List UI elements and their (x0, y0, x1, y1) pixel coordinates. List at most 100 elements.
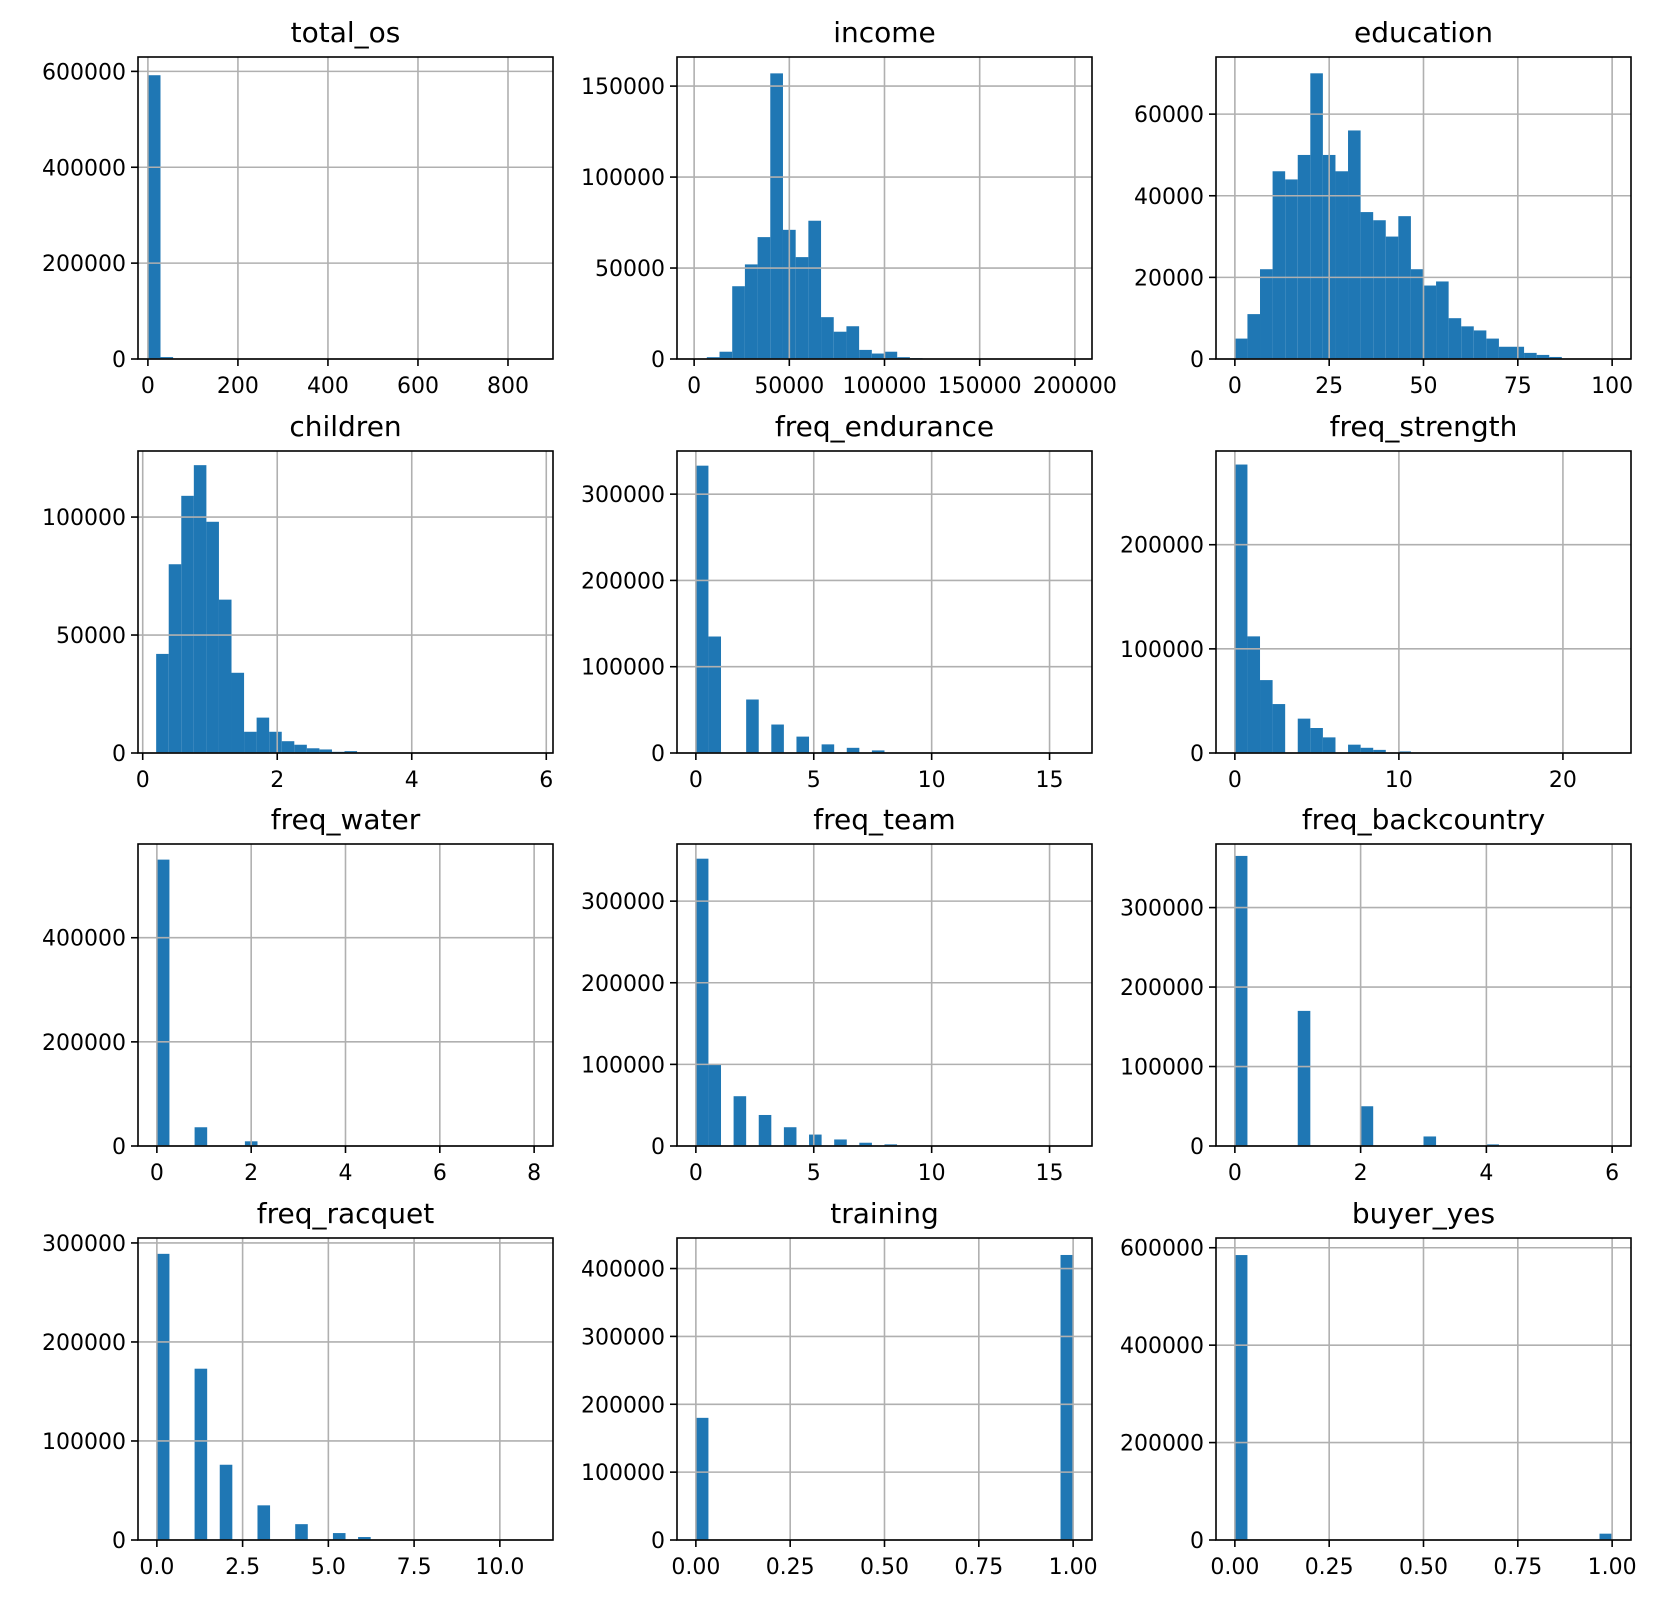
histogram-panel-buyer-yes: 0.00 0.25 0.50 0.75 1.00 0 200000 400000 600000 b… (1120, 1197, 1637, 1580)
y-tick-label: 200000 (42, 1331, 126, 1356)
histogram-bar (231, 672, 245, 753)
histogram-bar (281, 741, 295, 753)
histogram-bar (1297, 718, 1311, 753)
x-tick-label: 2 (1354, 1161, 1368, 1186)
histogram-bar (1524, 352, 1537, 359)
y-tick-label: 50000 (56, 624, 126, 649)
y-tick-label: 200000 (1120, 534, 1204, 559)
histogram-panel-training: 0.00 0.25 0.50 0.75 1.00 0 100000 200000 300000 4… (581, 1197, 1098, 1580)
y-tick-label: 400000 (1120, 1334, 1204, 1359)
histogram-bar (719, 351, 733, 359)
histogram-bar (758, 1114, 772, 1146)
y-tick-label: 200000 (581, 569, 665, 594)
histogram-bar (295, 1524, 308, 1540)
histogram-bar (732, 286, 745, 359)
histogram-bar (833, 331, 847, 359)
y-tick-label: 300000 (581, 890, 665, 915)
axes-frame (137, 56, 554, 360)
x-tick-label: 7.5 (397, 1555, 432, 1580)
y-tick-label: 200000 (581, 1393, 665, 1418)
histogram-bar (1260, 269, 1273, 359)
histogram-bar (269, 731, 282, 753)
histogram-bar (194, 1368, 208, 1540)
histogram-bar (733, 1096, 747, 1146)
histogram-bar (156, 1253, 170, 1540)
y-tick-label: 600000 (42, 60, 126, 85)
x-tick-label: 0 (136, 768, 150, 793)
x-tick-label: 4 (405, 768, 419, 793)
y-tick-label: 400000 (42, 156, 126, 181)
y-tick-label: 200000 (42, 252, 126, 277)
histogram-bar (218, 599, 232, 753)
y-tick-label: 0 (112, 1135, 126, 1160)
histogram-bar (1373, 749, 1386, 753)
x-tick-label: 75 (1504, 374, 1532, 399)
y-tick-label: 100000 (581, 1053, 665, 1078)
histogram-bar (695, 465, 709, 753)
histogram-bar (1247, 314, 1261, 359)
histogram-bar (846, 747, 860, 753)
y-tick-label: 200000 (581, 972, 665, 997)
y-tick-label: 100000 (1120, 638, 1204, 663)
histogram-bar (1234, 855, 1248, 1146)
histogram-bar (708, 636, 722, 753)
y-tick-label: 0 (112, 348, 126, 373)
y-tick-label: 50000 (595, 257, 665, 282)
chart-title: buyer_yes (1352, 1197, 1495, 1230)
y-tick-label: 0 (1190, 742, 1204, 767)
chart-title: freq_strength (1330, 410, 1518, 443)
x-tick-label: 200000 (1033, 374, 1117, 399)
histogram-bar (219, 1464, 233, 1540)
histogram-bar (332, 1533, 346, 1540)
chart-title: freq_backcountry (1302, 803, 1545, 836)
chart-title: children (289, 410, 401, 443)
histogram-bar (358, 1537, 371, 1540)
histogram-bar (796, 736, 810, 753)
y-tick-label: 100000 (581, 656, 665, 681)
y-tick-label: 400000 (581, 1258, 665, 1283)
y-tick-label: 200000 (42, 1031, 126, 1056)
histogram-bar (168, 564, 182, 753)
histogram-bar (783, 1127, 797, 1146)
histogram-bar (1234, 1255, 1248, 1540)
chart-title: education (1354, 16, 1493, 49)
histogram-bar (1310, 728, 1323, 753)
histogram-bar (846, 326, 860, 359)
histogram-bar (319, 749, 332, 753)
histogram-bar (1436, 281, 1449, 359)
y-tick-label: 300000 (42, 1232, 126, 1257)
y-tick-label: 0 (1190, 1135, 1204, 1160)
axes-frame (1215, 450, 1632, 754)
histogram-bar (859, 349, 872, 359)
histogram-bar (1423, 1136, 1437, 1146)
histogram-bar (1272, 171, 1286, 359)
x-tick-label: 200 (217, 374, 259, 399)
histogram-bar (1234, 464, 1248, 753)
x-tick-label: 0 (150, 1161, 164, 1186)
x-tick-label: 0.25 (1305, 1555, 1354, 1580)
x-tick-label: 20 (1549, 768, 1577, 793)
histogram-bar (306, 748, 320, 753)
y-tick-label: 0 (651, 348, 665, 373)
x-tick-label: 2 (244, 1161, 258, 1186)
histogram-bar (708, 1064, 722, 1146)
axes-frame (137, 450, 554, 754)
histogram-bar (821, 744, 835, 753)
histogram-bar (206, 521, 219, 753)
y-tick-label: 150000 (581, 75, 665, 100)
histogram-bar (821, 317, 834, 359)
histogram-panel-freq-strength: 0 10 20 0 100000 200000 freq_strength (1120, 410, 1632, 793)
y-tick-label: 60000 (1134, 103, 1204, 128)
x-tick-label: 6 (1605, 1161, 1619, 1186)
x-tick-label: 0.00 (1210, 1555, 1259, 1580)
chart-title: total_os (291, 16, 401, 49)
x-tick-label: 4 (339, 1161, 353, 1186)
histogram-bar (1398, 216, 1411, 359)
histogram-panel-freq-backcountry: 0 2 4 6 0 100000 200000 300000 freq_backcountry (1120, 803, 1632, 1186)
histogram-bar (884, 1144, 898, 1146)
y-tick-label: 100000 (42, 506, 126, 531)
histogram-bar (1360, 212, 1374, 359)
y-tick-label: 200000 (1120, 1432, 1204, 1457)
histogram-bar (706, 357, 720, 359)
histogram-bar (1285, 179, 1298, 359)
